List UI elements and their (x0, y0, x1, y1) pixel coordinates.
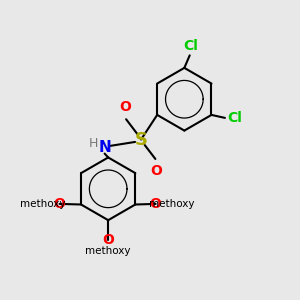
Text: O: O (120, 100, 131, 114)
Text: H: H (88, 137, 98, 150)
Text: methoxy: methoxy (149, 199, 195, 209)
Text: O: O (150, 197, 162, 211)
Text: methoxy: methoxy (85, 246, 131, 256)
Text: O: O (102, 232, 114, 247)
Text: Cl: Cl (227, 111, 242, 125)
Text: Cl: Cl (183, 39, 198, 53)
Text: N: N (99, 140, 112, 154)
Text: methoxy: methoxy (20, 199, 66, 209)
Text: O: O (150, 164, 162, 178)
Text: S: S (134, 130, 148, 148)
Text: O: O (54, 197, 65, 211)
